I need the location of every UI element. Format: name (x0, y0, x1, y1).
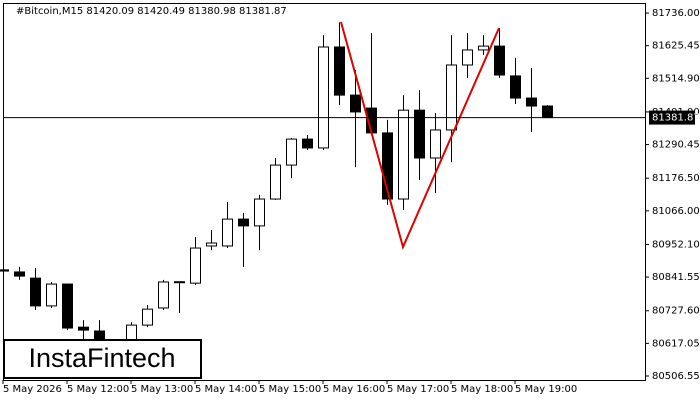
candle-body (46, 283, 57, 307)
candle-body (510, 75, 521, 99)
y-tick-label: 80841.55 (652, 272, 700, 283)
candle-body (302, 138, 313, 149)
candle-body (398, 109, 409, 200)
candle-body (238, 218, 249, 227)
candle-body (414, 109, 425, 159)
y-tick-label: 80727.60 (652, 306, 700, 317)
x-tick-label: 5 May 16:00 (323, 384, 385, 395)
y-tick-label: 81176.50 (652, 173, 700, 184)
y-tick-label: 81066.00 (652, 206, 700, 217)
x-tick-label: 5 May 12:00 (67, 384, 129, 395)
candle-body (222, 218, 233, 247)
candle-body (0, 269, 9, 272)
y-tick-label: 81625.45 (652, 41, 700, 52)
current-price-label: 81381.87 (652, 113, 700, 124)
candle-body (334, 46, 345, 96)
candle-body (126, 324, 137, 341)
candle-body (446, 64, 457, 131)
candle-body (142, 308, 153, 326)
candle-body (430, 129, 441, 159)
y-tick-label: 80617.05 (652, 338, 700, 349)
x-tick-label: 5 May 18:00 (451, 384, 513, 395)
candle-body (350, 94, 361, 113)
candle-body (174, 281, 185, 284)
candle-body (494, 45, 505, 76)
x-tick-label: 5 May 15:00 (259, 384, 321, 395)
candle-body (286, 138, 297, 166)
pattern-line (340, 21, 500, 250)
candle-body (206, 242, 217, 247)
candle-body (462, 49, 473, 66)
logo: InstaFintech (28, 343, 175, 373)
chart-title: #Bitcoin,M15 81420.09 81420.49 81380.98 … (16, 6, 287, 17)
candle-body (30, 277, 41, 307)
candle-body (78, 326, 89, 331)
candle-body (270, 164, 281, 200)
x-tick-label: 5 May 2026 (3, 384, 62, 395)
candle-body (478, 45, 489, 51)
y-tick-label: 80952.10 (652, 239, 700, 250)
x-tick-label: 5 May 19:00 (515, 384, 577, 395)
candle-body (94, 330, 105, 341)
y-tick-label: 81290.45 (652, 140, 700, 151)
candle-body (526, 97, 537, 107)
candle-body (190, 247, 201, 284)
x-tick-label: 5 May 13:00 (131, 384, 193, 395)
current-price-box (649, 110, 695, 125)
y-tick-label: 81514.90 (652, 73, 700, 84)
candle-body (382, 132, 393, 200)
candle-body (254, 198, 265, 227)
candle-body (542, 105, 553, 119)
candle-body (62, 283, 73, 329)
candle-body (158, 281, 169, 309)
candle-body (318, 46, 329, 149)
x-tick-label: 5 May 17:00 (387, 384, 449, 395)
candle-body (14, 271, 25, 277)
logo-box (3, 339, 202, 379)
y-tick-label: 81736.00 (652, 8, 700, 19)
x-tick-label: 5 May 14:00 (195, 384, 257, 395)
y-tick-label: 80506.55 (652, 371, 700, 382)
